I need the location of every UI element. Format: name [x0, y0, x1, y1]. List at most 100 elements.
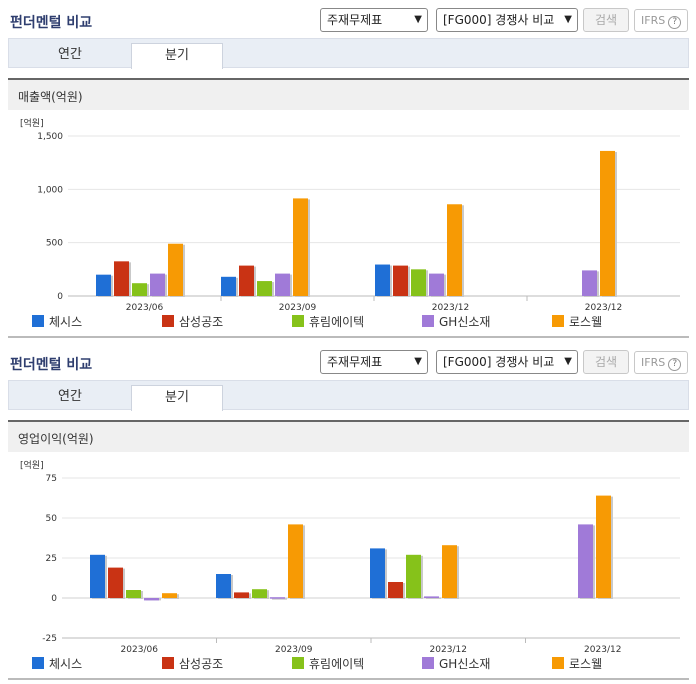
statement-select[interactable]: 주재무제표 ▼ [320, 8, 428, 32]
bar [162, 593, 177, 598]
legend-swatch [162, 315, 174, 327]
peer-select-value: [FG000] 경쟁사 비교 [443, 355, 555, 369]
bar [96, 274, 111, 296]
peer-select[interactable]: [FG000] 경쟁사 비교 ▼ [436, 8, 578, 32]
tab-annual[interactable]: 연간 [58, 47, 82, 62]
chevron-down-icon: ▼ [414, 14, 422, 25]
unit-label: [억원] [20, 459, 44, 471]
bar [578, 524, 593, 598]
legend-item[interactable]: GH신소재 [422, 313, 490, 330]
ifrs-button[interactable]: IFRS? [634, 351, 688, 374]
legend-item[interactable]: 삼성공조 [162, 313, 223, 330]
divider [8, 678, 689, 680]
ifrs-label: IFRS [641, 356, 666, 369]
bar [252, 589, 267, 598]
legend-item[interactable]: 체시스 [32, 313, 82, 330]
bar [144, 598, 159, 601]
y-tick-label: 0 [51, 594, 57, 604]
legend-swatch [552, 315, 564, 327]
bar [393, 265, 408, 296]
tab-quarterly[interactable]: 분기 [131, 43, 223, 69]
x-tick-label: 2023/12 [584, 645, 621, 654]
bar [424, 596, 439, 598]
statement-select[interactable]: 주재무제표 ▼ [320, 350, 428, 374]
legend-label: GH신소재 [439, 657, 491, 671]
x-tick-label: 2023/06 [121, 645, 159, 654]
legend-item[interactable]: 삼성공조 [162, 655, 223, 672]
bar [132, 283, 147, 296]
legend: 체시스 삼성공조 휴림에이텍 GH신소재 로스웰 [0, 653, 696, 673]
y-tick-label: 1,000 [37, 185, 63, 195]
panel-operating-profit: 펀더멘털 비교 주재무제표 ▼ [FG000] 경쟁사 비교 ▼ 검색 IFRS… [0, 342, 696, 684]
panel-header: 펀더멘털 비교 주재무제표 ▼ [FG000] 경쟁사 비교 ▼ 검색 IFRS… [0, 0, 696, 32]
legend-item[interactable]: 체시스 [32, 655, 82, 672]
bar [221, 276, 236, 296]
legend-label: 로스웰 [569, 657, 603, 671]
y-tick-label: 25 [46, 554, 57, 564]
legend-item[interactable]: GH신소재 [422, 655, 490, 672]
legend-item[interactable]: 휴림에이텍 [292, 655, 364, 672]
legend-label: 로스웰 [569, 315, 603, 329]
legend-swatch [162, 657, 174, 669]
y-tick-label: 75 [46, 474, 57, 484]
tab-quarterly[interactable]: 분기 [131, 385, 223, 411]
bar [216, 574, 231, 598]
bar [375, 264, 390, 296]
bar [257, 281, 272, 296]
bar [596, 495, 611, 598]
bar [234, 592, 249, 598]
x-tick-label: 2023/12 [430, 645, 467, 654]
bar [442, 545, 457, 598]
peer-select-value: [FG000] 경쟁사 비교 [443, 13, 555, 27]
bar [150, 273, 165, 296]
bar-shadow [272, 598, 287, 600]
bar [600, 150, 615, 296]
x-tick-label: 2023/09 [279, 303, 317, 312]
divider [8, 336, 689, 338]
bar [275, 273, 290, 296]
legend-item[interactable]: 로스웰 [552, 655, 602, 672]
ifrs-button[interactable]: IFRS? [634, 9, 688, 32]
period-tabs: 연간 분기 [8, 38, 689, 69]
bar [411, 269, 426, 296]
bar [270, 597, 285, 599]
bar [388, 582, 403, 598]
bar [447, 204, 462, 296]
section-title: 매출액(억원) [18, 90, 83, 104]
panel-title: 펀더멘털 비교 [10, 15, 93, 31]
bar [429, 273, 444, 296]
y-tick-label: 1,500 [37, 132, 63, 142]
bar [288, 524, 303, 598]
statement-select-value: 주재무제표 [327, 13, 383, 27]
legend-swatch [552, 657, 564, 669]
peer-select[interactable]: [FG000] 경쟁사 비교 ▼ [436, 350, 578, 374]
tab-annual[interactable]: 연간 [58, 389, 82, 404]
legend-swatch [422, 657, 434, 669]
unit-label: [억원] [20, 117, 44, 129]
legend-swatch [292, 657, 304, 669]
search-button[interactable]: 검색 [583, 8, 629, 32]
ifrs-label: IFRS [641, 14, 666, 27]
legend-label: 체시스 [49, 315, 83, 329]
operating-profit-chart: [억원] -25 0 25 50 75 2023/06 2023/09 2023/12 2023/… [20, 459, 680, 654]
legend-label: 휴림에이텍 [309, 315, 365, 329]
y-tick-label: 50 [46, 514, 58, 524]
panel-title: 펀더멘털 비교 [10, 357, 93, 373]
panel-header: 펀더멘털 비교 주재무제표 ▼ [FG000] 경쟁사 비교 ▼ 검색 IFRS… [0, 342, 696, 374]
legend-label: 삼성공조 [179, 315, 224, 329]
chevron-down-icon: ▼ [564, 356, 572, 367]
bar [168, 243, 183, 296]
bar [90, 554, 105, 598]
statement-select-value: 주재무제표 [327, 355, 383, 369]
legend-swatch [422, 315, 434, 327]
legend-item[interactable]: 휴림에이텍 [292, 313, 364, 330]
bar [582, 270, 597, 296]
search-button[interactable]: 검색 [583, 350, 629, 374]
bar-shadow [426, 597, 441, 599]
bar [239, 265, 254, 296]
x-tick-label: 2023/09 [275, 645, 313, 654]
bar [114, 261, 129, 296]
legend-item[interactable]: 로스웰 [552, 313, 602, 330]
x-tick-label: 2023/12 [585, 303, 622, 312]
legend: 체시스 삼성공조 휴림에이텍 GH신소재 로스웰 [0, 311, 696, 331]
